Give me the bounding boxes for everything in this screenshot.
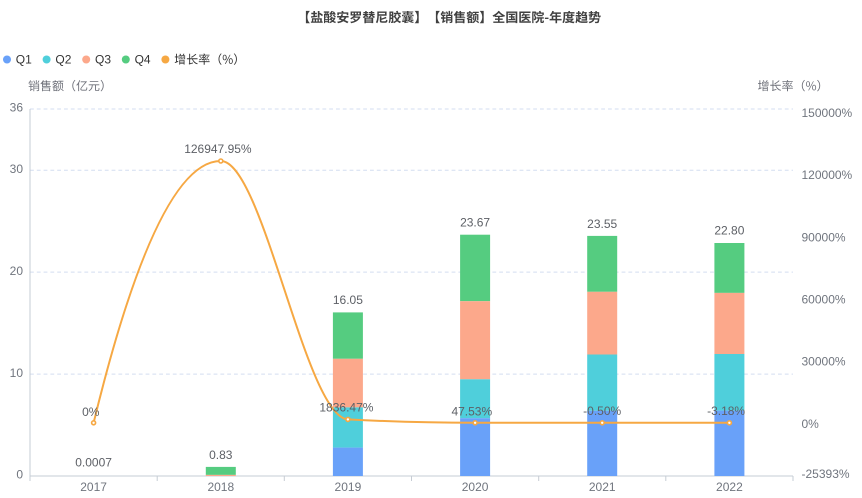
svg-text:10: 10 <box>10 366 24 380</box>
svg-text:0: 0 <box>16 468 23 482</box>
svg-text:30000%: 30000% <box>802 355 846 369</box>
svg-text:2020: 2020 <box>462 480 489 494</box>
svg-text:Q3: Q3 <box>95 53 111 67</box>
svg-text:150000%: 150000% <box>802 106 853 120</box>
svg-text:47.53%: 47.53% <box>451 404 492 418</box>
svg-text:120000%: 120000% <box>802 168 853 182</box>
svg-text:1836.47%: 1836.47% <box>319 401 373 415</box>
svg-text:2022: 2022 <box>716 480 743 494</box>
svg-text:-25393%: -25393% <box>802 467 850 481</box>
svg-text:90000%: 90000% <box>802 230 846 244</box>
svg-text:-0.50%: -0.50% <box>583 404 621 418</box>
svg-text:22.80: 22.80 <box>714 224 744 238</box>
svg-text:2018: 2018 <box>207 480 234 494</box>
svg-text:Q1: Q1 <box>16 53 32 67</box>
svg-text:Q2: Q2 <box>55 53 71 67</box>
svg-text:0.0007: 0.0007 <box>75 456 112 470</box>
svg-text:2021: 2021 <box>589 480 616 494</box>
svg-text:2017: 2017 <box>80 480 107 494</box>
svg-text:20: 20 <box>10 264 24 278</box>
svg-text:2019: 2019 <box>335 480 362 494</box>
svg-text:0%: 0% <box>802 417 820 431</box>
svg-text:36: 36 <box>10 101 24 115</box>
svg-text:Q4: Q4 <box>135 53 151 67</box>
svg-text:126947.95%: 126947.95% <box>184 142 252 156</box>
svg-text:23.67: 23.67 <box>460 216 490 230</box>
svg-text:30: 30 <box>10 162 24 176</box>
svg-text:60000%: 60000% <box>802 293 846 307</box>
svg-text:0%: 0% <box>82 405 100 419</box>
svg-text:-3.18%: -3.18% <box>707 404 745 418</box>
svg-text:16.05: 16.05 <box>333 293 363 307</box>
svg-text:0.83: 0.83 <box>209 448 233 462</box>
svg-text:23.55: 23.55 <box>587 217 617 231</box>
